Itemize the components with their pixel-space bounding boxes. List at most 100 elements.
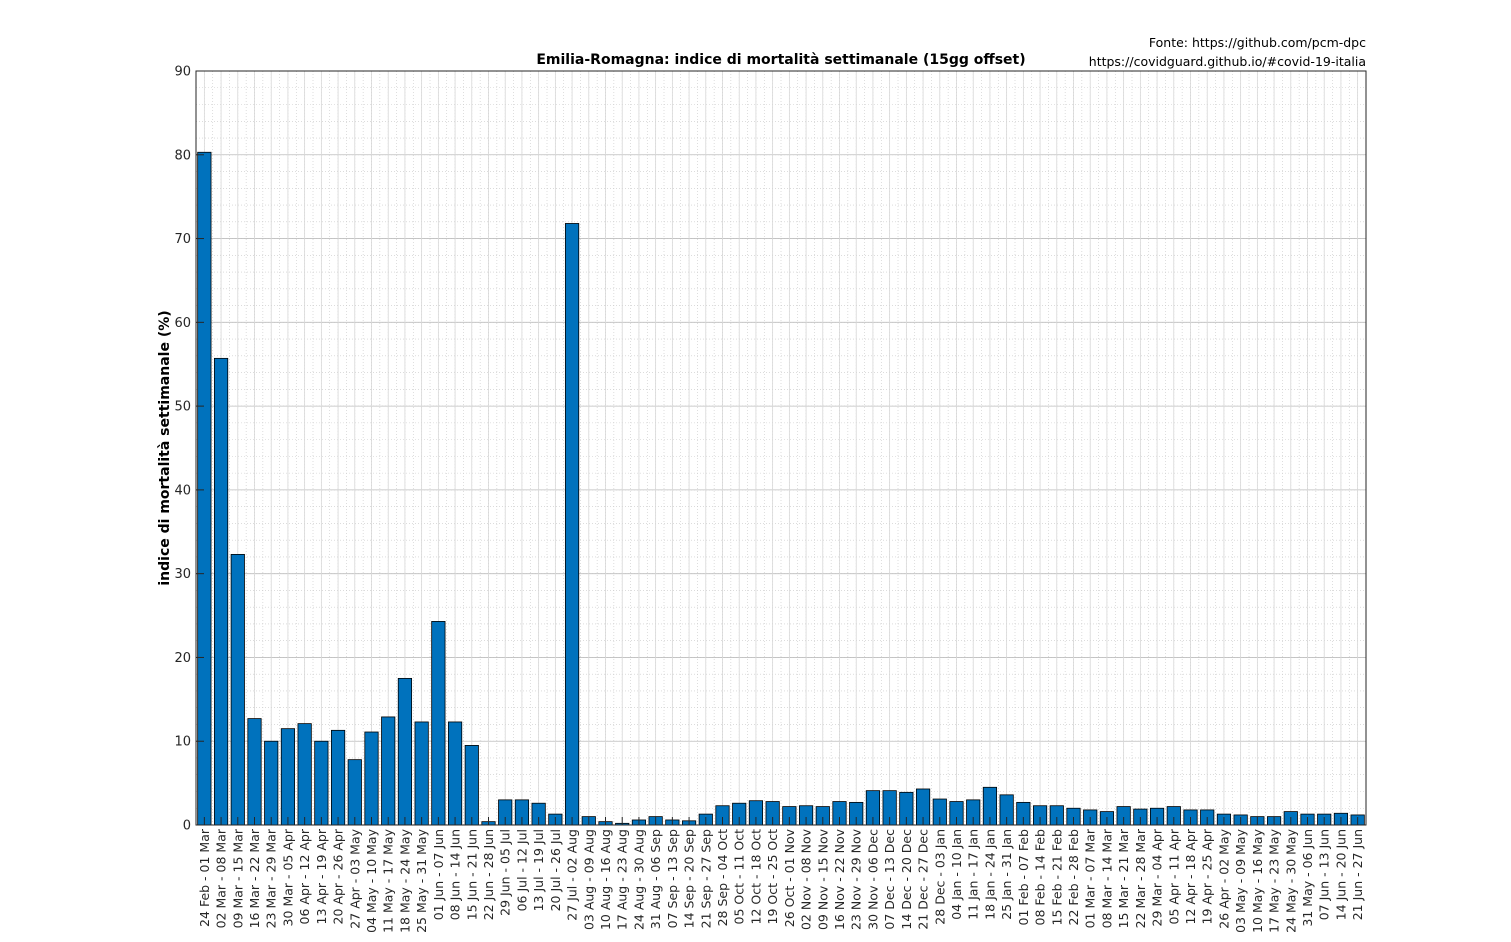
bar xyxy=(264,740,279,826)
x-tick-label: 25 May - 31 May xyxy=(414,828,429,933)
x-tick-label: 20 Jul - 26 Jul xyxy=(548,829,563,911)
y-tick-label: 50 xyxy=(174,400,191,415)
x-tick-label: 27 Jul - 02 Aug xyxy=(565,829,580,921)
x-tick-label: 22 Mar - 28 Mar xyxy=(1133,828,1148,928)
x-tick-label: 24 Feb - 01 Mar xyxy=(197,828,212,927)
x-tick-label: 10 Aug - 16 Aug xyxy=(598,829,613,930)
y-axis-ticks: 0 10 20 30 40 50 60 70 80 90 xyxy=(174,65,204,834)
y-tick-label: 60 xyxy=(174,316,191,331)
x-tick-label: 11 Jan - 17 Jan xyxy=(966,829,981,920)
bar xyxy=(297,723,312,826)
bar xyxy=(347,759,362,826)
x-tick-label: 09 Mar - 15 Mar xyxy=(230,828,245,928)
x-tick-label: 01 Feb - 07 Feb xyxy=(1016,829,1031,926)
x-tick-label: 03 May - 09 May xyxy=(1233,828,1248,933)
y-tick-label: 10 xyxy=(174,735,191,750)
x-tick-label: 18 Jan - 24 Jan xyxy=(982,829,997,920)
x-tick-label: 08 Feb - 14 Feb xyxy=(1033,829,1048,926)
x-tick-label: 11 May - 17 May xyxy=(381,828,396,933)
x-tick-label: 24 Aug - 30 Aug xyxy=(631,829,646,930)
y-axis-label: indice di mortalità settimanale (%) xyxy=(157,310,173,585)
x-tick-label: 17 Aug - 23 Aug xyxy=(615,829,630,930)
source-line-2: https://covidguard.github.io/#covid-19-i… xyxy=(1089,54,1366,69)
bar xyxy=(414,721,429,826)
y-tick-label: 30 xyxy=(174,567,191,582)
x-tick-label: 16 Nov - 22 Nov xyxy=(832,828,847,930)
x-tick-label: 19 Oct - 25 Oct xyxy=(765,829,780,925)
x-tick-label: 17 May - 23 May xyxy=(1267,828,1282,933)
bar xyxy=(381,716,396,826)
x-tick-label: 16 Mar - 22 Mar xyxy=(247,828,262,928)
x-tick-label: 27 Apr - 03 May xyxy=(347,828,362,928)
x-tick-label: 02 Nov - 08 Nov xyxy=(799,828,814,930)
x-tick-label: 14 Jun - 20 Jun xyxy=(1333,829,1348,920)
x-tick-label: 06 Apr - 12 Apr xyxy=(297,828,312,924)
x-tick-label: 02 Mar - 08 Mar xyxy=(214,828,229,928)
x-tick-label: 31 Aug - 06 Sep xyxy=(648,829,663,929)
x-tick-label: 21 Dec - 27 Dec xyxy=(916,829,931,930)
x-tick-label: 28 Sep - 04 Oct xyxy=(715,829,730,926)
x-tick-label: 28 Dec - 03 Jan xyxy=(932,829,947,925)
x-tick-label: 22 Jun - 28 Jun xyxy=(481,829,496,920)
x-tick-label: 10 May - 16 May xyxy=(1250,828,1265,933)
x-tick-label: 06 Jul - 12 Jul xyxy=(514,829,529,911)
x-tick-label: 03 Aug - 09 Aug xyxy=(581,829,596,930)
bar xyxy=(564,223,580,826)
x-tick-label: 07 Dec - 13 Dec xyxy=(882,829,897,930)
x-tick-label: 04 May - 10 May xyxy=(364,828,379,933)
x-tick-label: 08 Jun - 14 Jun xyxy=(448,829,463,920)
x-tick-label: 24 May - 30 May xyxy=(1283,828,1298,933)
bar xyxy=(464,745,479,826)
x-tick-label: 01 Mar - 07 Mar xyxy=(1083,828,1098,928)
bar xyxy=(197,151,212,826)
bar xyxy=(280,728,296,826)
y-tick-label: 70 xyxy=(174,232,191,247)
x-axis-ticks: 24 Feb - 01 Mar 02 Mar - 08 Mar 09 Mar - 1… xyxy=(197,817,1365,933)
x-tick-label: 04 Jan - 10 Jan xyxy=(949,829,964,920)
x-tick-label: 19 Apr - 25 Apr xyxy=(1200,828,1215,924)
bar xyxy=(447,721,463,826)
x-tick-label: 15 Mar - 21 Mar xyxy=(1116,828,1131,928)
x-tick-label: 13 Jul - 19 Jul xyxy=(531,829,546,911)
x-tick-label: 23 Mar - 29 Mar xyxy=(264,828,279,928)
bar xyxy=(213,357,229,826)
y-tick-label: 0 xyxy=(183,819,191,834)
x-tick-label: 12 Oct - 18 Oct xyxy=(748,829,763,925)
bar xyxy=(364,731,379,826)
bar xyxy=(431,621,446,826)
x-tick-label: 12 Apr - 18 Apr xyxy=(1183,828,1198,924)
axes-box xyxy=(195,70,1367,826)
x-tick-label: 07 Jun - 13 Jun xyxy=(1317,829,1332,920)
x-tick-label: 22 Feb - 28 Feb xyxy=(1066,829,1081,926)
bar xyxy=(247,718,262,826)
x-tick-label: 13 Apr - 19 Apr xyxy=(314,828,329,924)
x-tick-label: 14 Dec - 20 Dec xyxy=(899,829,914,930)
y-tick-label: 40 xyxy=(174,483,191,498)
x-tick-label: 18 May - 24 May xyxy=(397,828,412,933)
bar xyxy=(230,553,245,826)
x-tick-label: 23 Nov - 29 Nov xyxy=(849,828,864,930)
x-tick-label: 08 Mar - 14 Mar xyxy=(1099,828,1114,928)
x-tick-label: 25 Jan - 31 Jan xyxy=(999,829,1014,920)
x-tick-label: 29 Mar - 04 Apr xyxy=(1150,828,1165,926)
bar xyxy=(397,677,413,826)
y-tick-label: 90 xyxy=(174,65,191,80)
chart-title: Emilia-Romagna: indice di mortalità sett… xyxy=(536,52,1025,68)
x-tick-label: 26 Apr - 02 May xyxy=(1216,828,1231,928)
x-tick-label: 14 Sep - 20 Sep xyxy=(682,829,697,928)
x-tick-label: 21 Jun - 27 Jun xyxy=(1350,829,1365,920)
x-tick-label: 26 Oct - 01 Nov xyxy=(782,828,797,927)
x-tick-label: 05 Apr - 11 Apr xyxy=(1166,828,1181,924)
source-line-1: Fonte: https://github.com/pcm-dpc xyxy=(1149,35,1366,50)
grid xyxy=(195,70,1367,826)
x-tick-label: 30 Mar - 05 Apr xyxy=(280,828,295,926)
y-tick-label: 80 xyxy=(174,148,191,163)
bar xyxy=(330,729,346,826)
x-tick-label: 05 Oct - 11 Oct xyxy=(732,829,747,925)
x-tick-label: 20 Apr - 26 Apr xyxy=(331,828,346,924)
x-tick-label: 30 Nov - 06 Dec xyxy=(865,829,880,930)
bar xyxy=(314,740,329,826)
x-tick-label: 15 Jun - 21 Jun xyxy=(464,829,479,920)
x-tick-label: 31 May - 06 Jun xyxy=(1300,829,1315,927)
